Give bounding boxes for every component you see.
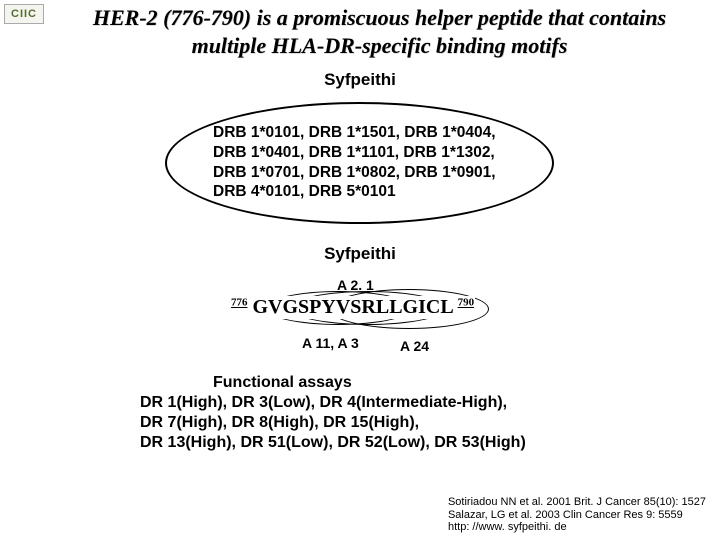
functional-assays-header: Functional assays [213, 374, 352, 392]
a24-label: A 24 [400, 338, 429, 354]
alleles-line-2: DRB 1*0401, DRB 1*1101, DRB 1*1302, [213, 144, 495, 161]
references: Sotiriadou NN et al. 2001 Brit. J Cancer… [448, 496, 706, 534]
alleles-line-1: DRB 1*0101, DRB 1*1501, DRB 1*0404, [213, 124, 496, 141]
syfpeithi-label-top: Syfpeithi [280, 70, 440, 90]
title-line-1: HER-2 (776-790) is a promiscuous helper … [93, 5, 666, 30]
title-line-2: multiple HLA-DR-specific binding motifs [192, 33, 568, 58]
seq-end: 790 [458, 296, 475, 308]
logo: CIIC [4, 4, 44, 24]
functional-assays-list: DR 1(High), DR 3(Low), DR 4(Intermediate… [140, 393, 600, 453]
alleles-line-4: DRB 4*0101, DRB 5*0101 [213, 183, 396, 200]
seq-text: GVGSPYVSRLLGICL [253, 296, 453, 318]
syfpeithi-label-mid: Syfpeithi [280, 244, 440, 264]
slide-title: HER-2 (776-790) is a promiscuous helper … [49, 4, 710, 59]
seq-start: 776 [231, 296, 248, 308]
ref-1: Sotiriadou NN et al. 2001 Brit. J Cancer… [448, 496, 706, 508]
func-line-1: DR 1(High), DR 3(Low), DR 4(Intermediate… [140, 394, 507, 411]
func-line-3: DR 13(High), DR 51(Low), DR 52(Low), DR … [140, 434, 526, 451]
peptide-sequence: 776 GVGSPYVSRLLGICL 790 [230, 296, 475, 319]
a11-label: A 11, A 3 [302, 335, 359, 351]
allele-list: DRB 1*0101, DRB 1*1501, DRB 1*0404, DRB … [213, 123, 513, 202]
alleles-line-3: DRB 1*0701, DRB 1*0802, DRB 1*0901, [213, 164, 496, 181]
func-line-2: DR 7(High), DR 8(High), DR 15(High), [140, 414, 419, 431]
ref-2: Salazar, LG et al. 2003 Clin Cancer Res … [448, 509, 683, 521]
ref-3: http: //www. syfpeithi. de [448, 521, 567, 533]
